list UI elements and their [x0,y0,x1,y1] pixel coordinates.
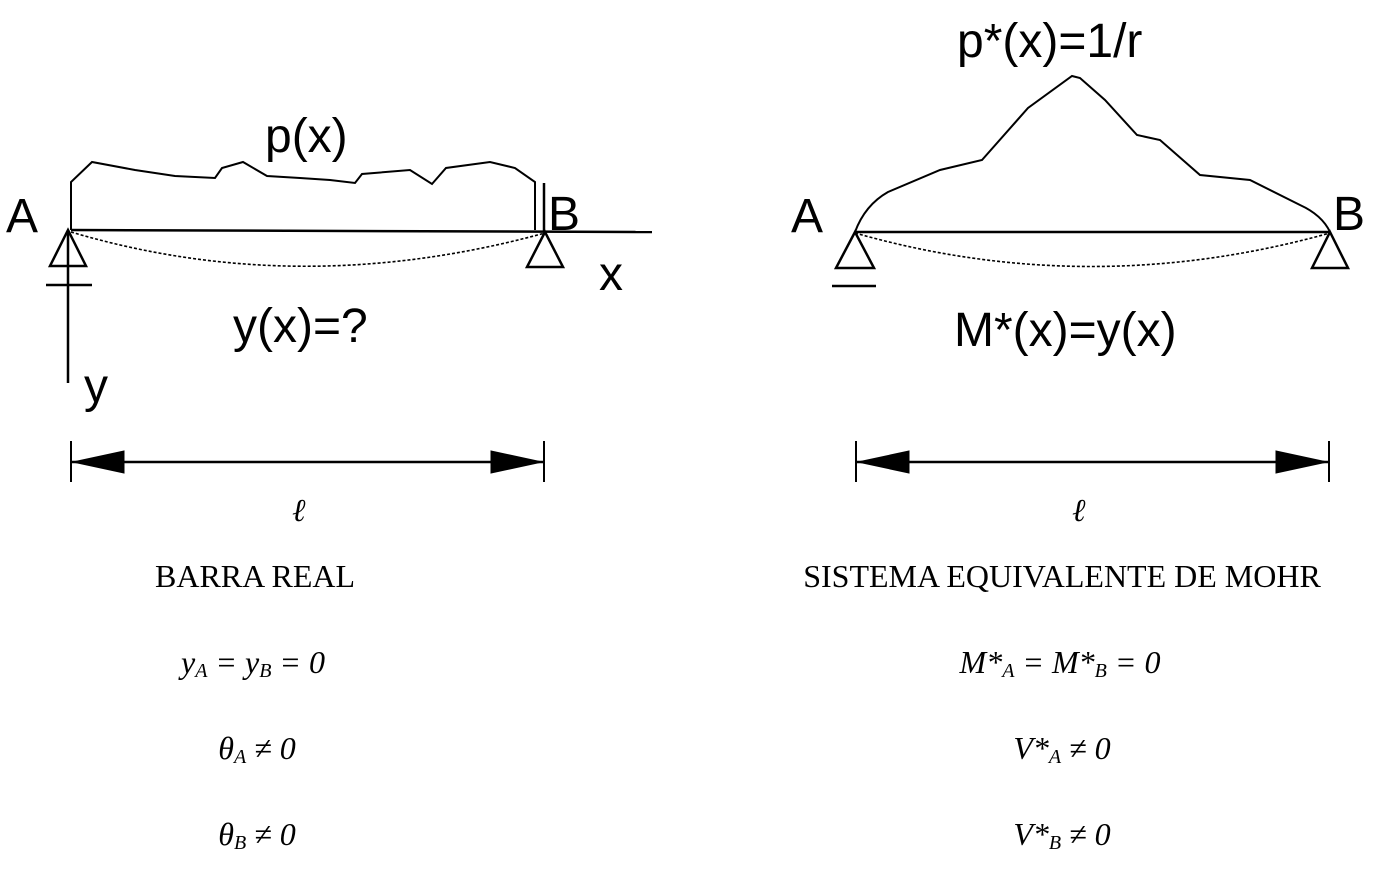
arrow-left-icon [72,450,125,474]
mohr-caption: SISTEMA EQUIVALENTE DE MOHR [803,558,1321,594]
mohr-span-dimension [855,441,1330,482]
axis-y-label: y [84,360,108,413]
mohr-span-label: ℓ [1072,492,1086,528]
mohr-condition-moment: M*A = M*B = 0 [959,644,1161,682]
axis-x-label: x [599,248,623,301]
mohr-system-diagram: A B p*(x)=1/r M*(x)=y(x) ℓ SISTEMA EQUIV… [791,15,1365,854]
label-a: A [6,190,38,243]
moment-curve [854,232,1331,268]
caption: BARRA REAL [155,558,355,594]
mohr-support-a [833,229,877,270]
mohr-label-b: B [1333,188,1365,241]
mohr-support-b [1309,229,1351,270]
condition-deflection: yA = yB = 0 [178,644,325,682]
real-beam-diagram: A B p(x) y(x)=? x y ℓ BARRA REAL yA = yB… [6,110,653,854]
mohr-load-label: p*(x)=1/r [957,15,1142,68]
load-curve-pstar [854,74,1331,233]
condition-rotation-a: θA ≠ 0 [218,730,296,768]
arrow-left-icon [857,450,910,474]
span-dimension [70,441,545,482]
deflection-label: y(x)=? [233,300,368,353]
arrow-right-icon [490,450,543,474]
condition-rotation-b: θB ≠ 0 [218,816,296,854]
mohr-condition-shear-a: V*A ≠ 0 [1013,730,1110,768]
mohr-condition-shear-b: V*B ≠ 0 [1013,816,1110,854]
label-b: B [548,188,580,241]
mohr-moment-label: M*(x)=y(x) [954,304,1177,357]
support-a [47,227,89,268]
mohr-label-a: A [791,190,823,243]
arrow-right-icon [1275,450,1328,474]
beam-axis [70,228,653,234]
deflection-curve [70,231,546,268]
support-b [524,229,566,269]
load-label: p(x) [265,110,348,163]
load-curve-p [70,160,536,230]
span-label: ℓ [292,492,306,528]
